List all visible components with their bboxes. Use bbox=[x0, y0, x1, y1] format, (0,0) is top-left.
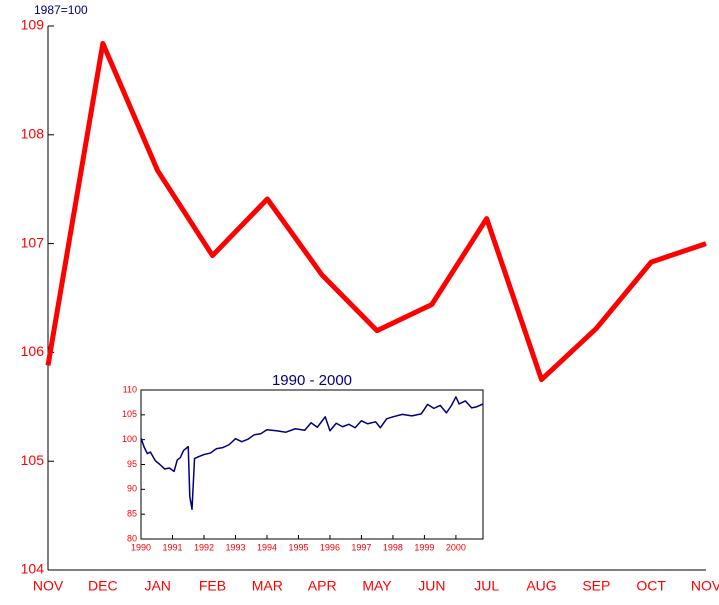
x-tick-label: DEC bbox=[88, 578, 118, 594]
x-tick-label: 2000 bbox=[446, 542, 466, 552]
y-tick-label: 105 bbox=[122, 409, 137, 419]
x-tick-label: NOV bbox=[691, 578, 719, 594]
x-tick-label: 1993 bbox=[225, 542, 245, 552]
x-tick-label: FEB bbox=[199, 578, 226, 594]
data-line bbox=[45, 40, 707, 383]
x-tick-label: NOV bbox=[33, 578, 64, 594]
y-tick-label: 110 bbox=[123, 384, 137, 394]
y-tick-label: 108 bbox=[21, 126, 45, 142]
x-tick-label: OCT bbox=[636, 578, 666, 594]
y-tick-label: 90 bbox=[127, 484, 137, 494]
x-tick-label: JAN bbox=[144, 578, 170, 594]
x-tick-label: 1997 bbox=[351, 542, 371, 552]
y-tick-label: 80 bbox=[127, 533, 137, 543]
x-tick-label: SEP bbox=[582, 578, 610, 594]
x-tick-label: 1992 bbox=[194, 542, 214, 552]
x-tick-label: 1995 bbox=[288, 542, 308, 552]
y-tick-label: 100 bbox=[122, 434, 137, 444]
x-tick-label: 1990 bbox=[131, 542, 151, 552]
x-tick-label: JUN bbox=[418, 578, 445, 594]
y-tick-label: 104 bbox=[21, 561, 45, 577]
x-tick-label: 1994 bbox=[257, 542, 277, 552]
y-tick-label: 106 bbox=[21, 343, 45, 359]
data-line bbox=[140, 396, 484, 510]
y-tick-label: 85 bbox=[127, 509, 137, 519]
inset-frame bbox=[140, 389, 484, 540]
x-tick-label: MAY bbox=[362, 578, 392, 594]
x-tick-label: APR bbox=[308, 578, 337, 594]
inset-title: 1990 - 2000 bbox=[272, 372, 352, 389]
y-tick-label: 105 bbox=[21, 452, 45, 468]
y-tick-label: 107 bbox=[21, 234, 45, 250]
x-tick-label: AUG bbox=[526, 578, 556, 594]
chart-subtitle: 1987=100 bbox=[34, 3, 88, 17]
y-tick-label: 95 bbox=[127, 459, 137, 469]
x-tick-label: 1996 bbox=[320, 542, 340, 552]
x-tick-label: MAR bbox=[252, 578, 283, 594]
y-tick-label: 109 bbox=[21, 17, 45, 33]
x-tick-label: JUL bbox=[474, 578, 499, 594]
x-tick-label: 1998 bbox=[383, 542, 403, 552]
x-tick-label: 1991 bbox=[162, 542, 182, 552]
x-tick-label: 1999 bbox=[414, 542, 434, 552]
